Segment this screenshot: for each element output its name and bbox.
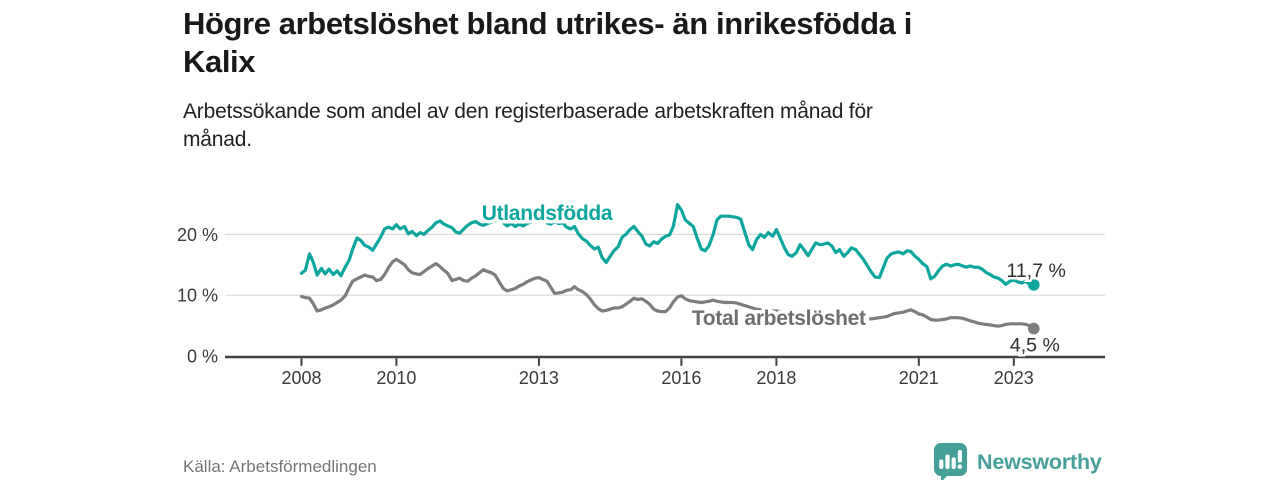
logo-exclamation-dot xyxy=(957,464,963,469)
series-line-total-arbetsloshet xyxy=(299,257,1036,331)
source-credit: Källa: Arbetsförmedlingen xyxy=(183,457,377,476)
x-tick-label-2018: 2018 xyxy=(756,368,796,388)
y-tick-label-10: 10 % xyxy=(177,286,218,306)
x-tick-label-2013: 2013 xyxy=(519,368,559,388)
x-tick-label-2023: 2023 xyxy=(994,368,1034,388)
series-end-dot-total-arbetsloshet xyxy=(1028,322,1040,335)
series-label-total-arbetsloshet: Total arbetslöshet xyxy=(692,307,866,330)
y-tick-label-0: 0 % xyxy=(187,347,218,367)
newsworthy-brand: Newsworthy xyxy=(931,442,1102,480)
y-tick-label-20: 20 % xyxy=(177,225,218,245)
x-tick-label-2021: 2021 xyxy=(899,368,939,388)
logo-bar-2 xyxy=(945,454,950,469)
newsworthy-logo-icon xyxy=(934,443,967,480)
series-line-utlandsfodda xyxy=(299,203,1036,287)
brand-name: Newsworthy xyxy=(977,449,1102,474)
chart-subtitle: Arbetssökande som andel av den registerb… xyxy=(183,100,873,151)
end-value-label-total-arbetsloshet: 4,5 % xyxy=(1010,335,1060,357)
logo-exclamation-bar xyxy=(957,450,962,463)
logo-bar-3 xyxy=(951,457,956,469)
page-title: Högre arbetslöshet bland utrikes- än inr… xyxy=(183,6,912,79)
x-tick-label-2016: 2016 xyxy=(661,368,701,388)
logo-bubble-shape xyxy=(934,443,967,480)
series-end-dot-utlandsfodda xyxy=(1028,279,1040,291)
series-label-utlandsfodda: Utlandsfödda xyxy=(482,202,613,225)
end-value-label-utlandsfodda: 11,7 % xyxy=(1007,260,1066,282)
logo-bar-1 xyxy=(939,459,944,469)
x-tick-label-2008: 2008 xyxy=(281,368,321,388)
x-tick-label-2010: 2010 xyxy=(376,368,416,388)
